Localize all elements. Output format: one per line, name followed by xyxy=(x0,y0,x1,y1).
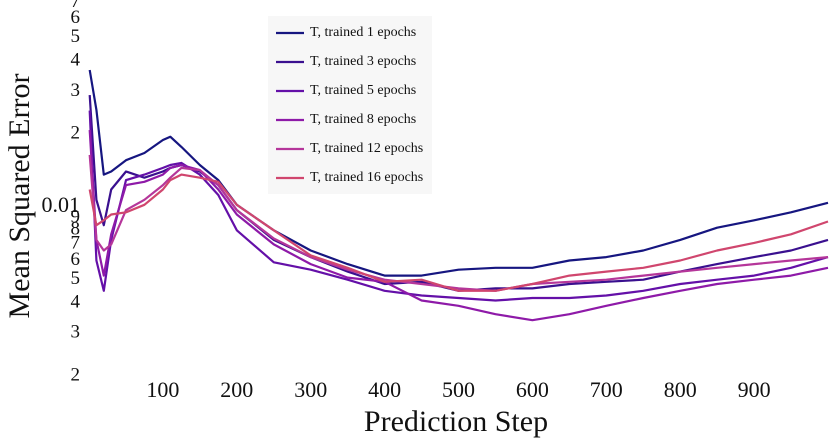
legend-label: T, trained 5 epochs xyxy=(310,83,416,98)
y-tick-label: 3 xyxy=(71,80,81,101)
y-tick-label: 2 xyxy=(71,364,81,385)
series-line xyxy=(88,69,829,277)
legend-label: T, trained 3 epochs xyxy=(310,54,416,69)
y-tick-label: 2 xyxy=(71,122,81,143)
legend-label: T, trained 1 epochs xyxy=(310,25,416,40)
x-tick-label: 600 xyxy=(516,377,549,402)
x-tick-label: 400 xyxy=(368,377,401,402)
legend-box xyxy=(268,16,432,194)
y-tick-label: 6 xyxy=(71,249,81,270)
x-tick-label: 800 xyxy=(664,377,697,402)
x-tick-label: 500 xyxy=(442,377,475,402)
y-tick-label: 7 xyxy=(71,233,81,254)
y-tick-label: 4 xyxy=(71,291,81,312)
legend: T, trained 1 epochs T, trained 3 epochs T,… xyxy=(268,16,432,194)
y-tick-label: 5 xyxy=(71,26,81,47)
y-tick-label: 8 xyxy=(71,219,81,240)
series-line xyxy=(88,154,829,292)
y-tick-label: 4 xyxy=(71,50,81,71)
y-tick-label: 0.01 xyxy=(42,192,81,217)
plot-area: 100 200 300 400 500 600 700 800 9007654320.01987… xyxy=(42,0,829,402)
series-line xyxy=(88,129,829,322)
series-line xyxy=(88,95,829,292)
y-tick-label: 6 xyxy=(71,7,81,28)
y-tick-label: 3 xyxy=(71,322,81,343)
x-tick-label: 200 xyxy=(220,377,253,402)
y-axis-title: Mean Squared Error xyxy=(3,74,36,319)
x-tick-label: 900 xyxy=(738,377,771,402)
x-tick-label: 700 xyxy=(590,377,623,402)
series-line xyxy=(88,110,829,302)
y-tick-label: 5 xyxy=(71,268,81,289)
y-tick-label: 7 xyxy=(71,0,81,12)
x-tick-label: 100 xyxy=(146,377,179,402)
y-tick-label: 9 xyxy=(71,206,81,227)
legend-label: T, trained 8 epochs xyxy=(310,112,416,127)
legend-label: T, trained 12 epochs xyxy=(310,141,423,156)
series-line xyxy=(88,173,829,292)
x-axis-title: Prediction Step xyxy=(364,405,548,438)
x-tick-label: 300 xyxy=(294,377,327,402)
legend-label: T, trained 16 epochs xyxy=(310,170,423,185)
